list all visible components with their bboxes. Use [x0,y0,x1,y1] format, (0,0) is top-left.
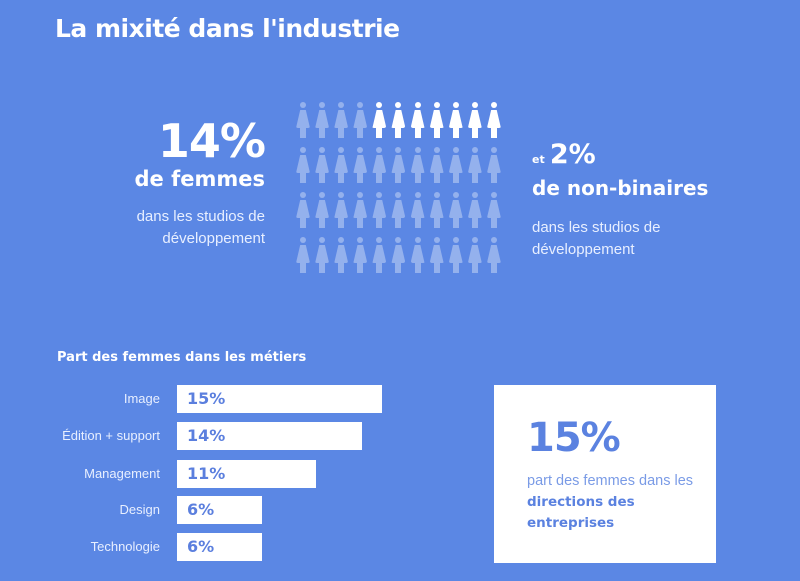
person-woman-icon [372,102,387,138]
person-woman-icon [353,192,368,228]
bar: 6% [177,496,262,524]
bar-row-image: Image 15% [0,385,460,413]
person-woman-icon [372,147,387,183]
callout-description: part des femmes dans les directions des … [527,471,707,534]
bar-label: Image [123,391,160,406]
person-woman-icon [315,102,330,138]
person-woman-icon [296,147,310,183]
person-woman-icon [391,102,406,138]
person-woman-icon [372,192,387,228]
bar: 11% [177,460,316,488]
person-woman-icon [486,192,501,228]
person-woman-icon [315,147,330,183]
bar-label: Technologie [90,539,160,554]
person-woman-icon [429,147,444,183]
leadership-callout: 15% part des femmes dans les directions … [494,385,716,563]
bar-chart-title: Part des femmes dans les métiers [57,350,307,365]
person-woman-icon [391,237,406,273]
women-description: dans les studios de développement [136,208,265,247]
person-woman-icon [353,237,368,273]
bar-row-management: Management 11% [0,460,460,488]
person-woman-icon [410,192,425,228]
bar-label: Design [119,502,160,517]
person-woman-icon [467,147,482,183]
women-label: de femmes [134,167,265,191]
nonbinary-label: de non-binaires [532,176,709,200]
person-woman-icon [334,237,349,273]
person-woman-icon [467,192,482,228]
page-title: La mixité dans l'industrie [55,14,400,43]
person-woman-icon [315,192,330,228]
person-woman-icon [372,237,387,273]
person-woman-icon [429,237,444,273]
person-woman-icon [486,147,501,183]
person-woman-icon [486,237,501,273]
person-woman-icon [467,102,482,138]
nonbinary-stat: et 2% de non-binaires dans les studios d… [532,140,732,261]
bar-value: 15% [187,389,226,408]
nonbinary-description: dans les studios de développement [532,219,661,258]
bar-value: 11% [187,464,226,483]
bar-row-technologie: Technologie 6% [0,533,460,561]
callout-emphasis: directions des entreprises [527,494,635,531]
women-stat: 14% de femmes dans les studios de dévelo… [110,114,266,250]
person-woman-icon [334,102,349,138]
bar-value: 14% [187,426,226,445]
callout-percentage: 15% [527,415,621,461]
bar-row-edition: Édition + support 14% [0,422,460,450]
bar-row-design: Design 6% [0,496,460,524]
person-woman-icon [448,192,463,228]
person-woman-icon [296,102,310,138]
person-woman-icon [448,102,463,138]
bar-label: Management [84,466,160,481]
nonbinary-percentage: 2% [549,139,596,170]
bar: 6% [177,533,262,561]
women-percentage: 14% [157,114,266,168]
bar-value: 6% [187,537,215,556]
pictogram-grid [296,102,506,282]
person-woman-icon [334,192,349,228]
bar: 15% [177,385,382,413]
person-woman-icon [467,237,482,273]
person-woman-icon [448,147,463,183]
person-woman-icon [296,192,310,228]
callout-text: part des femmes dans les [527,473,694,489]
person-woman-icon [391,147,406,183]
bar-value: 6% [187,500,215,519]
nonbinary-prefix: et [532,153,545,166]
person-woman-icon [486,102,501,138]
person-woman-icon [334,147,349,183]
person-woman-icon [429,192,444,228]
person-woman-icon [410,237,425,273]
bar-label: Édition + support [62,428,160,443]
person-woman-icon [353,147,368,183]
person-woman-icon [315,237,330,273]
person-woman-icon [296,237,310,273]
person-woman-icon [410,102,425,138]
person-woman-icon [410,147,425,183]
bar: 14% [177,422,362,450]
person-woman-icon [353,102,368,138]
person-woman-icon [448,237,463,273]
person-woman-icon [429,102,444,138]
person-woman-icon [391,192,406,228]
